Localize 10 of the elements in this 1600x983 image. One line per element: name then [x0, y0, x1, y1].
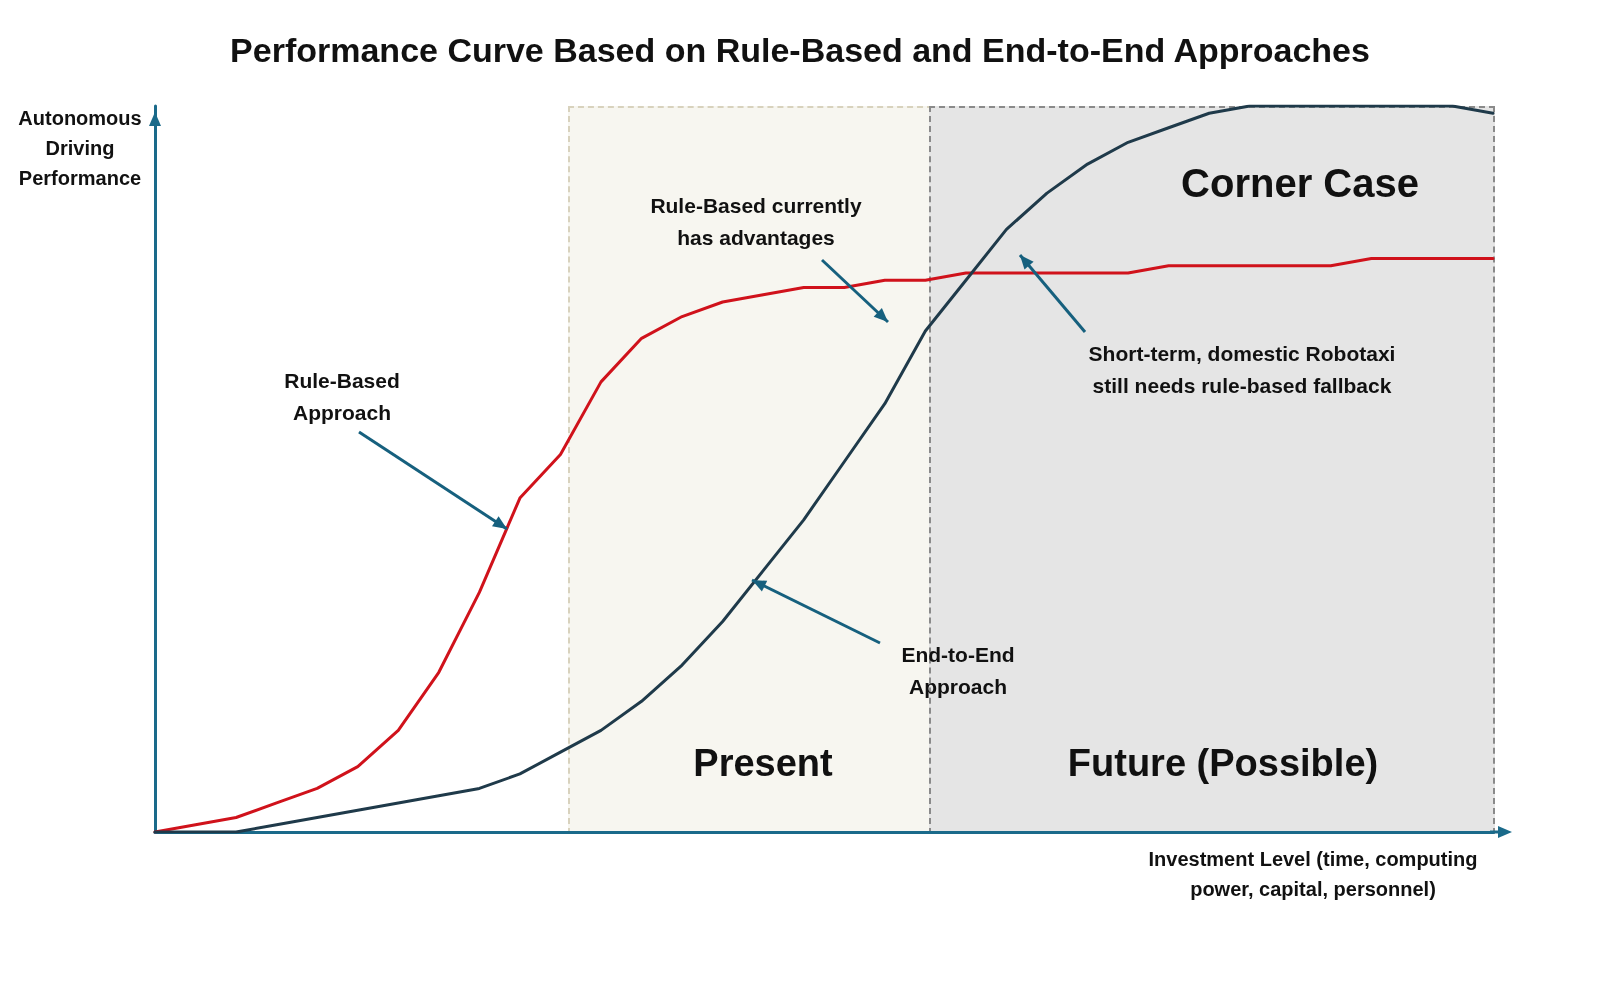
annotation: Future (Possible): [1066, 740, 1380, 786]
annotation: Present: [692, 740, 834, 786]
annotation: Corner Case: [1180, 160, 1420, 207]
y-axis-title: Autonomous Driving Performance: [17, 106, 143, 191]
annotation: Rule-Based currently has advantages: [649, 192, 863, 251]
chart-title: Performance Curve Based on Rule-Based and End-to-End Approaches: [230, 31, 1370, 69]
annotation: End-to-End Approach: [900, 641, 1016, 700]
annotation: Short-term, domestic Robotaxi still needs rule-based fallback: [1087, 340, 1397, 398]
x-axis-title: Investment Level (time, computing power, capital, personnel): [1147, 847, 1479, 902]
annotation: Rule-Based Approach: [283, 367, 401, 426]
